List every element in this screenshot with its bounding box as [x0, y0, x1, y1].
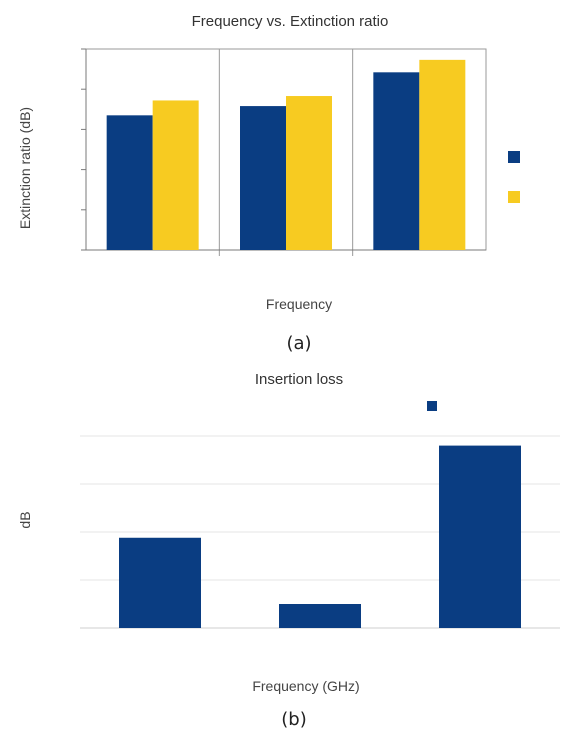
chart-b-bar: [119, 537, 201, 628]
chart-b-bar: [439, 445, 521, 628]
chart-b-x-axis-label: Frequency (GHz): [252, 678, 359, 694]
chart-a-title: Frequency vs. Extinction ratio: [192, 13, 389, 30]
chart-a-legend-swatch: [508, 191, 520, 203]
chart-a-bar: [373, 72, 420, 250]
chart-a-legend-swatch: [508, 151, 520, 163]
chart-b: Insertion loss dB Frequency (GHz) (b): [17, 371, 560, 730]
chart-a-bar: [106, 115, 153, 250]
chart-b-legend-swatch: [427, 401, 437, 411]
chart-a-bar: [419, 59, 466, 250]
chart-a-bar: [240, 106, 286, 250]
chart-a: Frequency vs. Extinction ratio Extinctio…: [17, 13, 520, 354]
chart-a-bar: [286, 96, 332, 250]
chart-b-caption: (b): [281, 709, 306, 730]
chart-b-title: Insertion loss: [255, 371, 343, 388]
chart-a-plot-area: [81, 48, 520, 256]
chart-a-x-axis-label: Frequency: [266, 296, 332, 312]
chart-a-caption: (a): [286, 333, 311, 354]
chart-b-bar: [279, 604, 361, 628]
chart-b-y-axis-label: dB: [17, 511, 33, 528]
chart-a-bar: [152, 100, 199, 251]
chart-b-plot-area: [80, 401, 560, 629]
chart-a-y-axis-label: Extinction ratio (dB): [17, 107, 33, 229]
